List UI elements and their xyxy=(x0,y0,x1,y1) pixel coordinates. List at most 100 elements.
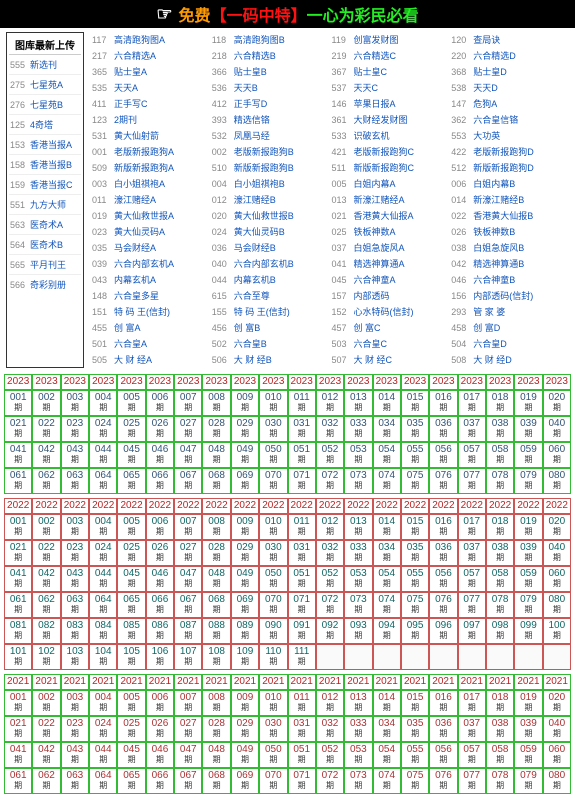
link-item[interactable]: 117高清跑狗图A xyxy=(90,32,210,48)
cal-period-cell[interactable]: 005期 xyxy=(117,390,145,416)
cal-period-cell[interactable]: 070期 xyxy=(259,468,287,494)
link-item[interactable]: 412正手写D xyxy=(210,96,330,112)
cal-year-cell[interactable]: 2022 xyxy=(486,498,514,514)
cal-period-cell[interactable]: 085期 xyxy=(117,618,145,644)
cal-period-cell[interactable]: 097期 xyxy=(458,618,486,644)
sidebar-item[interactable]: 565平月刊王 xyxy=(9,255,81,275)
cal-year-cell[interactable]: 2022 xyxy=(202,498,230,514)
link-item[interactable]: 536天天B xyxy=(210,80,330,96)
cal-period-cell[interactable]: 022期 xyxy=(32,416,60,442)
cal-year-cell[interactable]: 2023 xyxy=(486,374,514,390)
cal-period-cell[interactable]: 009期 xyxy=(231,390,259,416)
link-item[interactable]: 036马会财经B xyxy=(210,240,330,256)
cal-period-cell[interactable]: 037期 xyxy=(458,716,486,742)
cal-period-cell[interactable]: 049期 xyxy=(231,742,259,768)
cal-period-cell[interactable]: 075期 xyxy=(401,768,429,794)
cal-year-cell[interactable]: 2023 xyxy=(202,374,230,390)
cal-year-cell[interactable]: 2021 xyxy=(316,674,344,690)
cal-year-cell[interactable]: 2023 xyxy=(514,374,542,390)
cal-period-cell[interactable]: 073期 xyxy=(344,768,372,794)
cal-year-cell[interactable]: 2021 xyxy=(61,674,89,690)
sidebar-item[interactable]: 159香港当报C xyxy=(9,175,81,195)
cal-period-cell[interactable]: 038期 xyxy=(486,716,514,742)
cal-period-cell[interactable]: 090期 xyxy=(259,618,287,644)
cal-period-cell[interactable]: 108期 xyxy=(202,644,230,670)
link-item[interactable]: 510新版新报跑狗B xyxy=(210,160,330,176)
cal-period-cell[interactable]: 024期 xyxy=(89,540,117,566)
cal-period-cell[interactable]: 068期 xyxy=(202,468,230,494)
cal-period-cell[interactable]: 014期 xyxy=(373,390,401,416)
link-item[interactable]: 532凤凰马经 xyxy=(210,128,330,144)
cal-period-cell[interactable]: 019期 xyxy=(514,690,542,716)
cal-period-cell[interactable]: 005期 xyxy=(117,514,145,540)
sidebar-item[interactable]: 153香港当报A xyxy=(9,135,81,155)
cal-period-cell[interactable]: 025期 xyxy=(117,716,145,742)
cal-period-cell[interactable]: 006期 xyxy=(146,514,174,540)
cal-period-cell[interactable]: 074期 xyxy=(373,768,401,794)
cal-period-cell[interactable]: 023期 xyxy=(61,716,89,742)
cal-period-cell[interactable]: 080期 xyxy=(543,592,571,618)
cal-period-cell[interactable]: 027期 xyxy=(174,716,202,742)
cal-period-cell[interactable]: 061期 xyxy=(4,468,32,494)
link-item[interactable]: 004白小姐祺袍B xyxy=(210,176,330,192)
cal-period-cell[interactable]: 062期 xyxy=(32,592,60,618)
cal-period-cell[interactable]: 066期 xyxy=(146,592,174,618)
cal-period-cell[interactable]: 018期 xyxy=(486,514,514,540)
cal-period-cell[interactable]: 004期 xyxy=(89,390,117,416)
cal-year-cell[interactable]: 2022 xyxy=(231,498,259,514)
link-item[interactable]: 006白姐内幕B xyxy=(449,176,569,192)
cal-period-cell[interactable]: 011期 xyxy=(288,514,316,540)
cal-period-cell[interactable]: 015期 xyxy=(401,690,429,716)
cal-period-cell[interactable]: 066期 xyxy=(146,468,174,494)
cal-period-cell[interactable]: 046期 xyxy=(146,442,174,468)
cal-period-cell[interactable]: 048期 xyxy=(202,566,230,592)
cal-period-cell[interactable]: 063期 xyxy=(61,468,89,494)
cal-year-cell[interactable]: 2023 xyxy=(89,374,117,390)
cal-period-cell[interactable]: 064期 xyxy=(89,768,117,794)
cal-period-cell[interactable]: 055期 xyxy=(401,742,429,768)
cal-period-cell[interactable]: 062期 xyxy=(32,768,60,794)
link-item[interactable]: 020黄大仙救世报B xyxy=(210,208,330,224)
cal-period-cell[interactable]: 057期 xyxy=(458,442,486,468)
cal-period-cell[interactable]: 046期 xyxy=(146,566,174,592)
cal-period-cell[interactable]: 066期 xyxy=(146,768,174,794)
cal-period-cell[interactable]: 002期 xyxy=(32,514,60,540)
cal-period-cell[interactable]: 068期 xyxy=(202,592,230,618)
cal-period-cell[interactable]: 047期 xyxy=(174,566,202,592)
sidebar-item[interactable]: 276七星苑B xyxy=(9,95,81,115)
cal-period-cell[interactable]: 030期 xyxy=(259,540,287,566)
cal-period-cell[interactable]: 064期 xyxy=(89,468,117,494)
cal-period-cell[interactable]: 079期 xyxy=(514,768,542,794)
cal-period-cell[interactable]: 062期 xyxy=(32,468,60,494)
cal-period-cell[interactable]: 061期 xyxy=(4,592,32,618)
cal-period-cell[interactable]: 028期 xyxy=(202,540,230,566)
cal-period-cell[interactable]: 088期 xyxy=(202,618,230,644)
link-item[interactable]: 218六合精选B xyxy=(210,48,330,64)
cal-period-cell[interactable]: 036期 xyxy=(429,416,457,442)
cal-period-cell[interactable]: 041期 xyxy=(4,442,32,468)
cal-period-cell[interactable]: 008期 xyxy=(202,690,230,716)
cal-period-cell[interactable]: 020期 xyxy=(543,690,571,716)
cal-period-cell[interactable]: 078期 xyxy=(486,468,514,494)
cal-period-cell[interactable]: 076期 xyxy=(429,592,457,618)
cal-period-cell[interactable]: 017期 xyxy=(458,690,486,716)
cal-period-cell[interactable]: 004期 xyxy=(89,690,117,716)
cal-year-cell[interactable]: 2023 xyxy=(4,374,32,390)
cal-period-cell[interactable]: 067期 xyxy=(174,768,202,794)
cal-year-cell[interactable]: 2021 xyxy=(486,674,514,690)
cal-period-cell[interactable]: 064期 xyxy=(89,592,117,618)
cal-period-cell[interactable]: 063期 xyxy=(61,768,89,794)
link-item[interactable]: 217六合精选A xyxy=(90,48,210,64)
cal-period-cell[interactable]: 035期 xyxy=(401,716,429,742)
link-item[interactable]: 531黄大仙射箭 xyxy=(90,128,210,144)
cal-period-cell[interactable]: 036期 xyxy=(429,540,457,566)
cal-period-cell[interactable]: 099期 xyxy=(514,618,542,644)
cal-year-cell[interactable]: 2023 xyxy=(259,374,287,390)
cal-period-cell[interactable]: 038期 xyxy=(486,540,514,566)
cal-year-cell[interactable]: 2023 xyxy=(373,374,401,390)
cal-year-cell[interactable]: 2022 xyxy=(401,498,429,514)
cal-period-cell[interactable]: 032期 xyxy=(316,716,344,742)
cal-period-cell[interactable]: 111期 xyxy=(288,644,316,670)
cal-period-cell[interactable]: 102期 xyxy=(32,644,60,670)
cal-period-cell[interactable]: 095期 xyxy=(401,618,429,644)
